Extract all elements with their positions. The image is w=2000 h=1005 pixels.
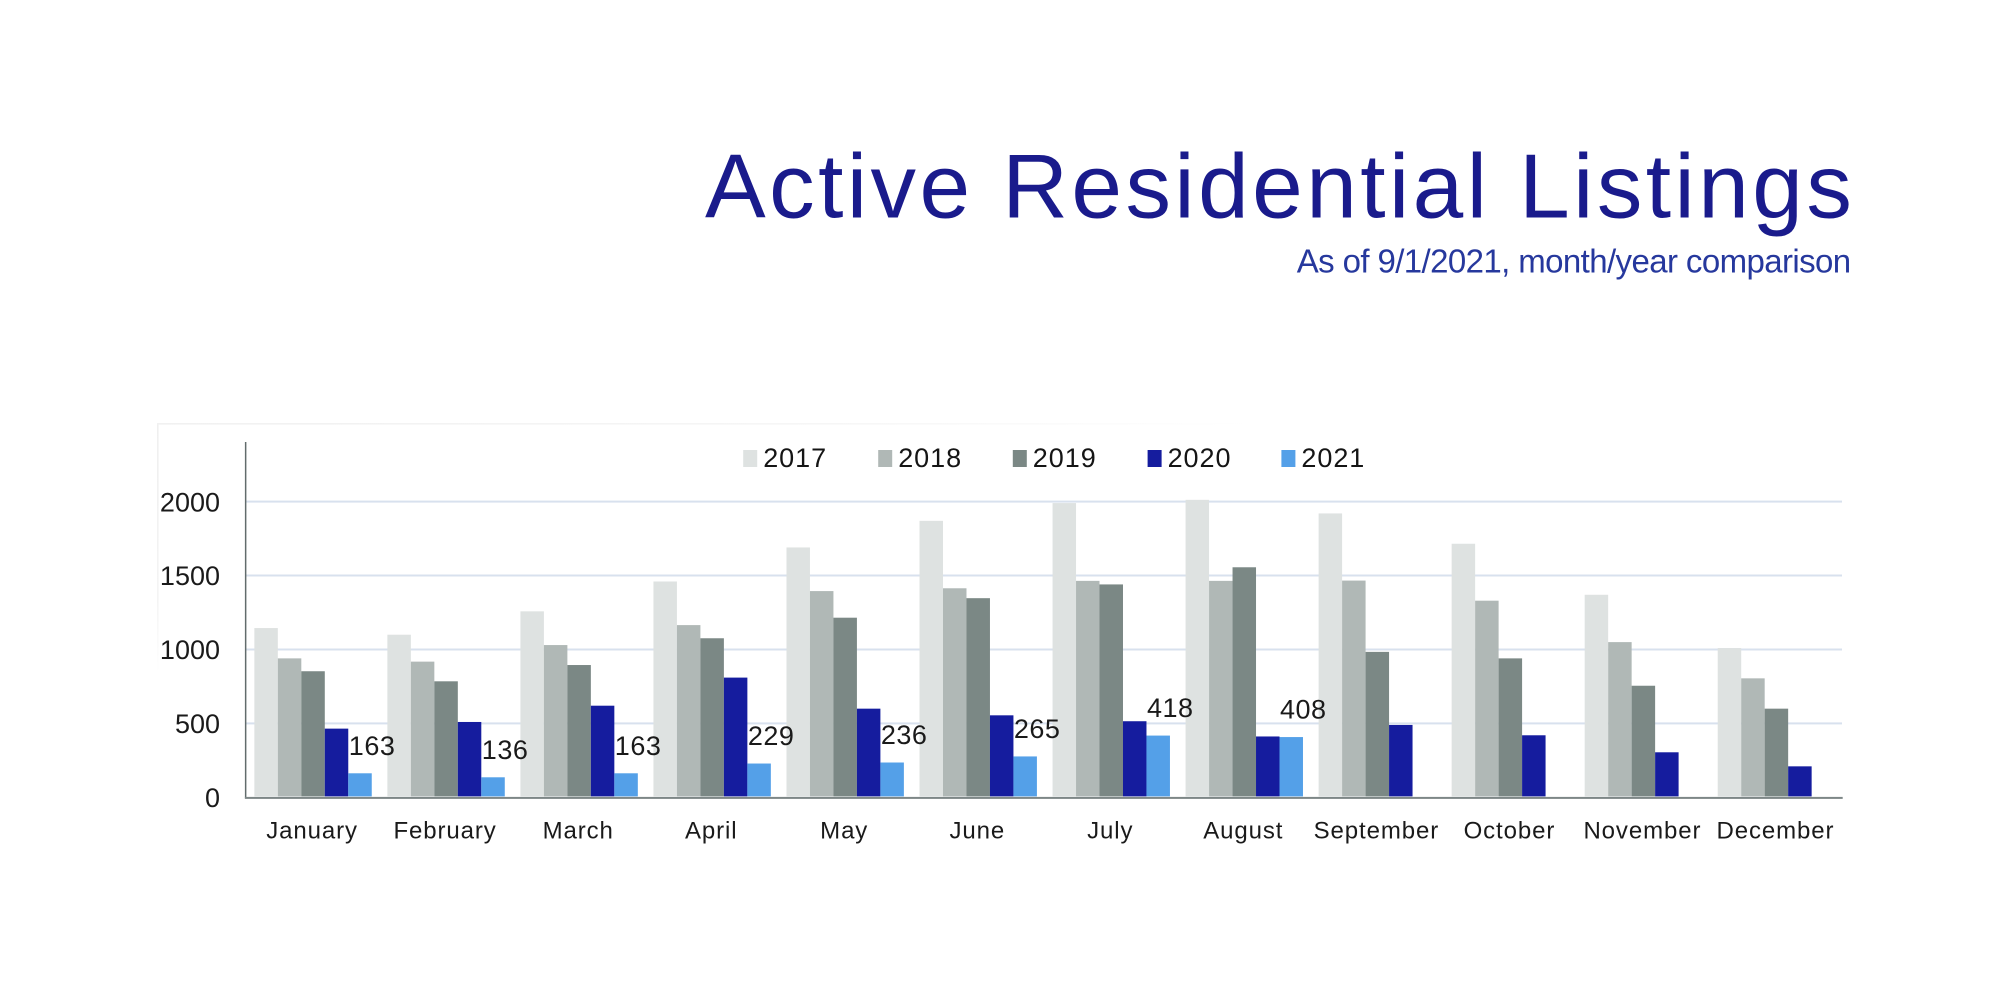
- svg-text:2017: 2017: [763, 443, 827, 473]
- svg-text:January: January: [266, 818, 358, 845]
- svg-text:265: 265: [1014, 714, 1061, 744]
- svg-text:2018: 2018: [898, 443, 962, 473]
- svg-text:September: September: [1314, 818, 1440, 845]
- svg-text:As of 9/1/2021, month/year com: As of 9/1/2021, month/year comparison: [1297, 243, 1851, 280]
- svg-text:0: 0: [205, 783, 220, 813]
- svg-text:1000: 1000: [160, 635, 220, 665]
- svg-text:2019: 2019: [1033, 443, 1097, 473]
- svg-text:500: 500: [175, 709, 220, 739]
- svg-text:August: August: [1203, 818, 1283, 845]
- svg-text:May: May: [820, 818, 868, 845]
- svg-text:229: 229: [748, 721, 795, 751]
- svg-text:163: 163: [615, 731, 662, 761]
- svg-text:April: April: [685, 818, 738, 845]
- svg-text:2000: 2000: [160, 487, 220, 517]
- svg-text:236: 236: [881, 720, 928, 750]
- svg-text:Active Residential Listings: Active Residential Listings: [705, 137, 1855, 238]
- svg-text:June: June: [949, 818, 1005, 845]
- svg-text:408: 408: [1280, 695, 1327, 725]
- svg-text:136: 136: [482, 735, 529, 765]
- svg-text:November: November: [1583, 818, 1701, 845]
- svg-text:418: 418: [1147, 693, 1194, 723]
- svg-text:October: October: [1464, 818, 1556, 845]
- svg-text:December: December: [1717, 818, 1835, 845]
- svg-text:163: 163: [349, 731, 396, 761]
- svg-text:February: February: [393, 818, 496, 845]
- svg-text:1500: 1500: [160, 561, 220, 591]
- svg-text:July: July: [1087, 818, 1133, 845]
- svg-text:2021: 2021: [1301, 443, 1365, 473]
- svg-text:2020: 2020: [1168, 443, 1232, 473]
- svg-text:March: March: [543, 818, 614, 845]
